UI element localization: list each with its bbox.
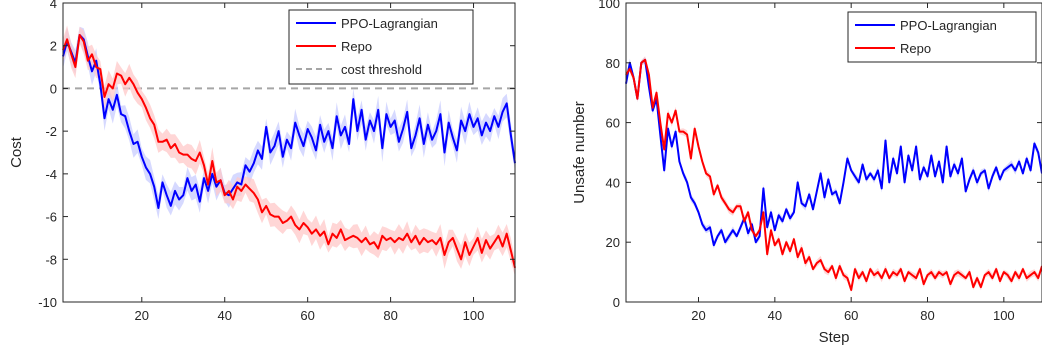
x-tick-label: 20 [135,308,149,323]
y-tick-label: -10 [38,295,57,310]
legend-box [847,11,1037,63]
x-tick-label: 60 [844,308,858,323]
y-tick-label: 80 [606,56,620,71]
x-tick-label: 80 [383,308,397,323]
y-tick-label: 100 [598,0,620,11]
legend-label: cost threshold [341,62,422,77]
y-tick-label: 0 [50,81,57,96]
series-band-repo [63,25,515,277]
legend-label: Repo [341,39,372,54]
legend: PPO-Lagrangian Repo [847,11,1037,63]
y-tick-label: 60 [606,116,620,131]
y-tick-label: 0 [613,295,620,310]
series-line-repo [625,58,1042,291]
x-tick-label: 100 [993,308,1015,323]
series-band-repo [626,56,1042,293]
legend-label: Repo [900,41,931,56]
x-tick-label: 100 [463,308,485,323]
y-tick-label: -6 [45,210,57,225]
y-tick-label: 2 [50,39,57,54]
y-axis-label: Cost [8,136,25,168]
y-tick-label: 20 [606,235,620,250]
y-tick-label: -2 [45,124,57,139]
y-tick-label: -8 [45,252,57,267]
x-axis-label: Step [819,329,850,346]
y-axis-label: Unsafe number [571,101,588,204]
y-tick-label: -4 [45,167,57,182]
series-line-repo [62,34,516,269]
legend-label: PPO-Lagrangian [341,16,438,31]
y-tick-label: 4 [50,0,57,11]
legend-label: PPO-Lagrangian [900,18,997,33]
legend: PPO-Lagrangian Repo cost threshold [288,9,474,85]
y-tick-label: 40 [606,175,620,190]
axes-frame [62,2,516,303]
x-tick-label: 20 [691,308,705,323]
chart-panel-1: 20 40 60 80 100 -10 -8 -6 -4 -2 0 2 4 Cost PPO-Lagrang… [8,0,516,323]
x-tick-label: 60 [300,308,314,323]
x-tick-label: 80 [920,308,934,323]
series-line-ppo-lagrangian [62,34,516,209]
x-tick-label: 40 [768,308,782,323]
series-line-ppo-lagrangian [625,58,1042,247]
chart-panel-2: 20 40 60 80 100 0 20 40 60 80 100 Unsafe number Step… [571,0,1042,346]
x-tick-label: 40 [217,308,231,323]
axes-frame [625,2,1042,303]
